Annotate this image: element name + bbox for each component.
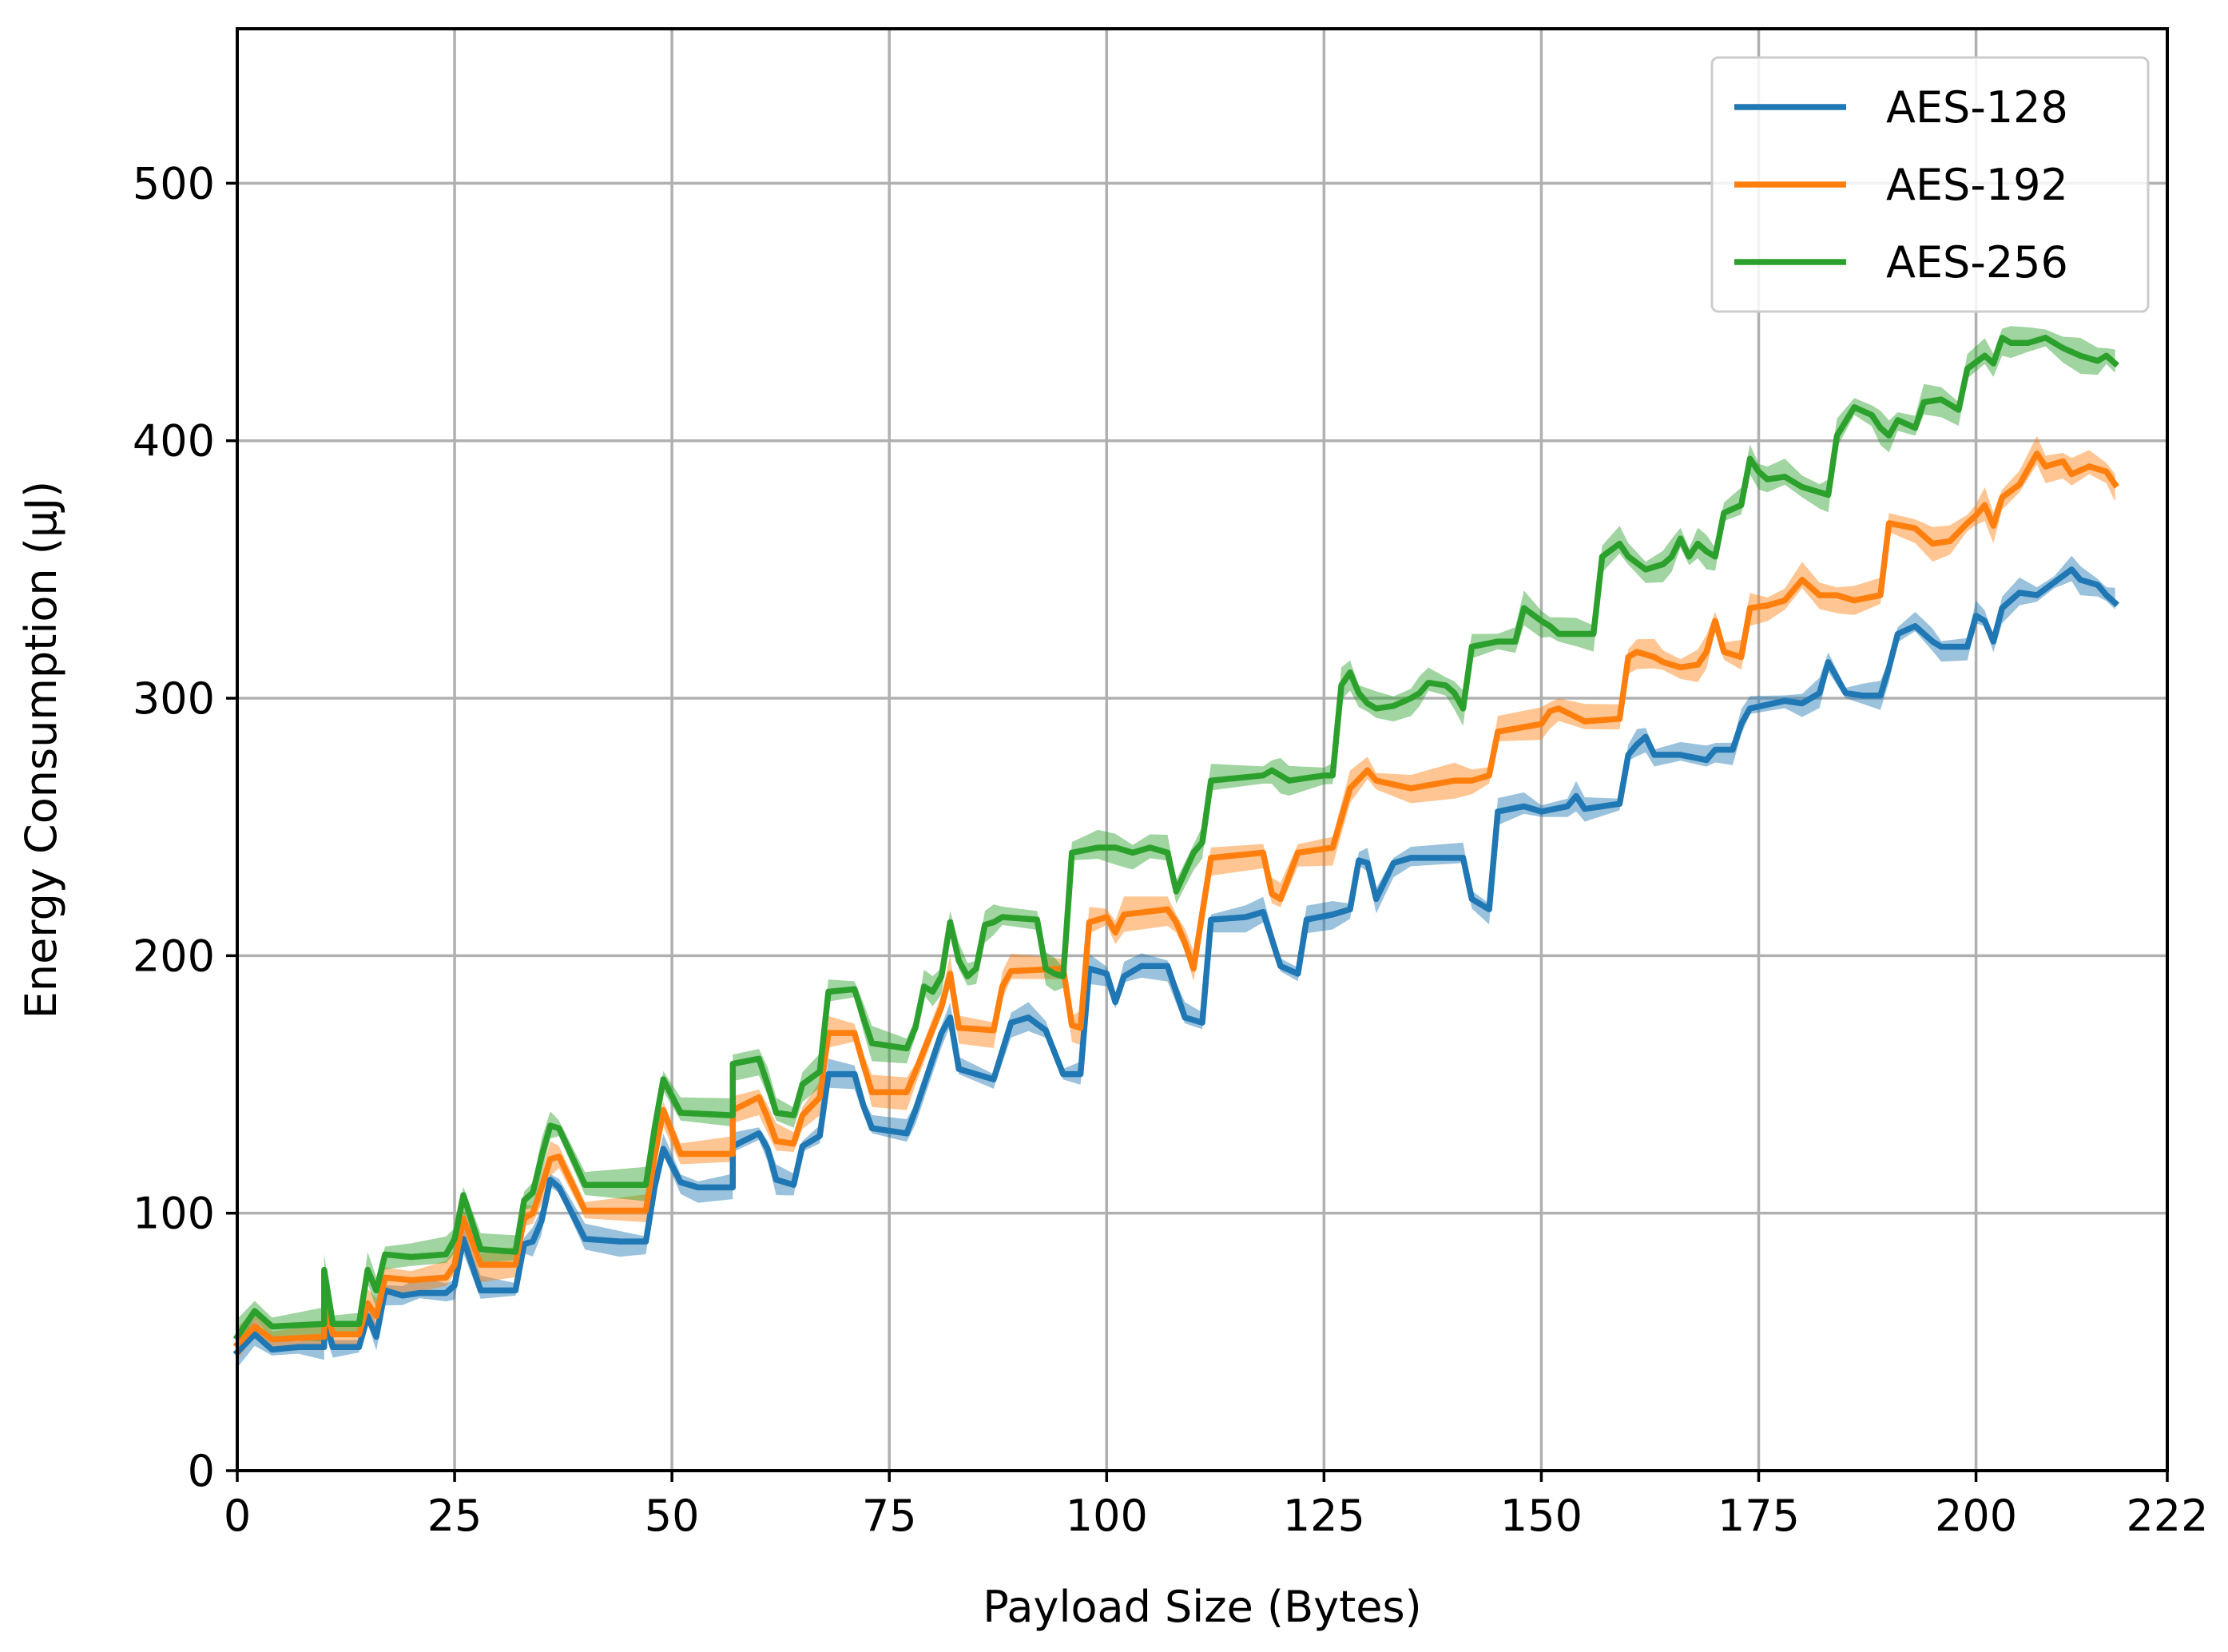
y-tick-label: 200: [133, 931, 215, 981]
x-tick-label: 125: [1283, 1491, 1365, 1541]
legend-label: AES-256: [1886, 237, 2068, 288]
x-tick-label: 75: [862, 1491, 917, 1541]
x-axis-label: Payload Size (Bytes): [983, 1582, 1421, 1632]
legend-label: AES-128: [1886, 82, 2068, 133]
y-tick-label: 0: [188, 1446, 215, 1496]
series-line-aes-256: [232, 335, 2119, 1341]
x-tick-label: 200: [1935, 1491, 2017, 1541]
x-tick-label: 222: [2126, 1491, 2208, 1541]
x-axis-ticks: 0 25 50 75 100 125 150 175 200 222: [224, 1471, 2209, 1541]
y-tick-label: 500: [133, 158, 215, 208]
x-tick-label: 50: [645, 1491, 700, 1541]
legend: AES-128 AES-192 AES-256: [1710, 56, 2150, 313]
x-tick-label: 150: [1500, 1491, 1583, 1541]
y-axis-ticks: 0 100 200 300 400 500: [133, 158, 237, 1496]
y-tick-label: 300: [133, 673, 215, 724]
y-tick-label: 400: [133, 416, 215, 467]
x-tick-label: 100: [1066, 1491, 1148, 1541]
x-tick-label: 0: [224, 1491, 251, 1541]
band-aes-192: [237, 435, 2115, 1360]
series-line-aes-192: [232, 451, 2119, 1349]
y-tick-label: 100: [133, 1189, 215, 1239]
plot-frame: [236, 27, 2169, 1472]
series-lines: [232, 335, 2119, 1357]
legend-label: AES-192: [1886, 160, 2068, 210]
band-aes-256: [237, 326, 2115, 1348]
legend-box: [1710, 56, 2150, 313]
series-line-aes-128: [232, 566, 2119, 1357]
x-tick-label: 175: [1718, 1491, 1800, 1541]
y-axis-label: Energy Consumption (µJ): [16, 481, 66, 1019]
x-tick-label: 25: [427, 1491, 483, 1541]
